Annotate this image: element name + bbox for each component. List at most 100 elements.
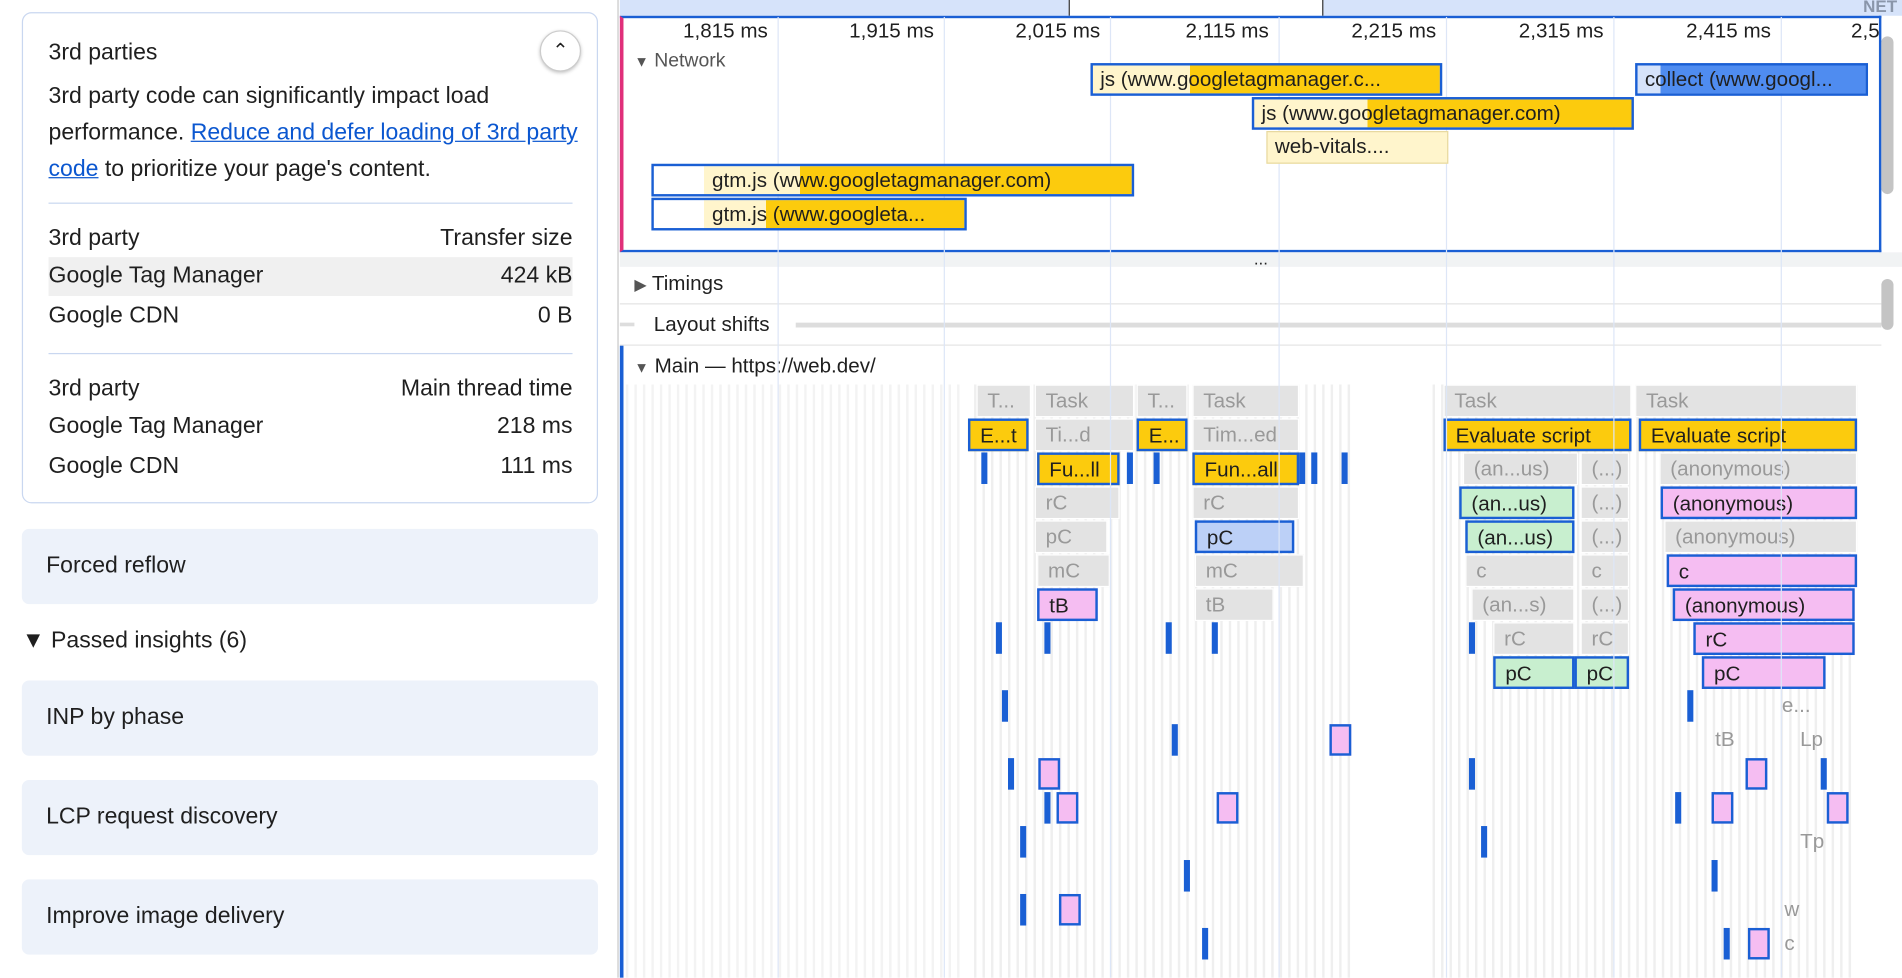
flame-entry[interactable]: mC [1194,554,1304,588]
flame-entry[interactable]: (...) [1580,486,1630,520]
flame-slice[interactable] [981,452,988,484]
flame-entry[interactable]: Fu...ll [1037,452,1120,486]
flame-entry[interactable]: c [1784,931,1795,955]
network-request[interactable]: js (www.googletagmanager.com) [1251,97,1634,130]
timeline-panel[interactable]: NET ▼ Network ... ▶ Timings Layout shift… [619,0,1902,978]
flame-slice[interactable] [1202,927,1209,960]
overview-strip[interactable]: NET [619,0,1902,16]
flame-entry[interactable] [1747,927,1770,960]
flame-entry[interactable]: Task [1635,384,1858,418]
flame-entry[interactable]: pC [1574,656,1630,689]
flame-entry[interactable]: rC [1192,486,1300,520]
flame-entry[interactable]: Task [1034,384,1135,418]
flame-slice[interactable] [1008,758,1015,790]
flame-entry[interactable] [1745,758,1768,790]
flame-slice[interactable] [1341,452,1348,484]
flame-entry[interactable] [1038,758,1061,790]
network-request[interactable]: js (www.googletagmanager.c... [1090,63,1443,96]
flame-entry[interactable]: c [1465,554,1575,588]
flame-entry[interactable]: Tim...ed [1192,418,1300,452]
reduce-defer-link[interactable]: Reduce and defer loading of 3rd party co… [48,120,578,182]
flame-slice[interactable] [1711,860,1718,892]
flame-entry[interactable]: E... [1136,418,1188,452]
insight-inp-by-phase[interactable]: INP by phase [21,680,599,756]
flame-entry[interactable]: tB [1037,588,1098,622]
flame-entry[interactable] [1711,792,1734,824]
flame-entry[interactable]: rC [1493,622,1575,656]
flame-slice[interactable] [1311,452,1318,484]
flame-entry[interactable] [1329,724,1352,756]
flame-entry[interactable]: Tp [1800,829,1825,853]
flame-entry[interactable]: T... [976,384,1032,418]
flame-entry[interactable]: Task [1443,384,1632,418]
flame-slice[interactable] [1820,758,1827,790]
passed-insights-toggle[interactable]: ▼ Passed insights (6) [21,628,248,654]
flame-slice[interactable] [1183,860,1190,892]
flame-slice[interactable] [1165,622,1172,654]
flame-slice[interactable] [1675,792,1682,824]
insight-improve-image-delivery[interactable]: Improve image delivery [21,879,599,955]
main-scrollbar[interactable] [1881,278,1894,330]
flame-slice[interactable] [1020,826,1027,858]
flame-entry[interactable]: w [1784,897,1800,921]
flame-entry[interactable]: c [1580,554,1630,588]
flame-slice[interactable] [1299,452,1306,484]
flame-slice[interactable] [1723,927,1730,960]
flame-entry[interactable]: (an...us) [1459,486,1575,520]
flame-entry[interactable]: rC [1580,622,1630,656]
flame-slice[interactable] [1044,792,1051,824]
flame-entry[interactable]: (...) [1580,452,1630,486]
flame-entry[interactable]: (an...us) [1462,452,1579,486]
flame-slice[interactable] [1481,826,1488,858]
flame-entry[interactable]: (anonymous) [1664,520,1858,554]
flame-slice[interactable] [1468,622,1476,654]
flame-entry[interactable]: Ti...d [1034,418,1135,452]
network-request[interactable]: gtm.js (www.googletagmanager.com) [651,163,1135,197]
flame-entry[interactable]: mC [1037,554,1110,588]
flame-slice[interactable] [1044,622,1051,654]
flame-entry[interactable]: (anonymous) [1660,486,1858,520]
flame-entry[interactable]: (an...us) [1465,520,1575,554]
flame-slice[interactable] [1687,690,1694,722]
network-track-header[interactable]: ▼ Network [634,50,726,72]
timings-track-header[interactable]: ▶ Timings [634,271,724,295]
flame-entry[interactable]: E...t [967,418,1029,452]
flame-entry[interactable]: (...) [1580,588,1630,622]
flame-slice[interactable] [1001,690,1009,722]
flame-slice[interactable] [1171,724,1178,756]
flame-entry[interactable]: tB [1194,588,1274,622]
insight-lcp-request-discovery[interactable]: LCP request discovery [21,779,599,856]
flame-entry[interactable]: (anonymous) [1659,452,1858,486]
table-row[interactable]: Google CDN 111 ms [48,453,573,480]
flame-slice[interactable] [1126,452,1133,484]
flame-entry[interactable]: rC [1693,622,1855,656]
flame-slice[interactable] [1153,452,1160,484]
flame-entry[interactable]: Evaluate script [1443,418,1632,452]
layout-shifts-track-header[interactable]: Layout shifts [653,312,775,338]
main-track-header[interactable]: ▼ Main — https://web.dev/ [634,354,876,378]
network-request[interactable]: web-vitals.... [1266,131,1449,164]
flame-slice[interactable] [1211,622,1218,654]
flame-entry[interactable] [1826,792,1849,824]
flame-entry[interactable]: pC [1034,520,1108,554]
network-scrollbar[interactable] [1881,36,1894,195]
insight-forced-reflow[interactable]: Forced reflow [21,528,599,605]
flame-entry[interactable] [1216,792,1239,824]
flame-slice[interactable] [1468,758,1476,790]
flame-entry[interactable]: tB [1715,727,1735,751]
flame-entry[interactable]: Task [1192,384,1300,418]
network-request[interactable]: gtm.js (www.googleta... [651,197,967,231]
flame-entry[interactable]: T... [1136,384,1188,418]
flame-slice[interactable] [1020,893,1027,926]
flame-entry[interactable]: e... [1781,693,1811,717]
flame-entry[interactable]: (an...s) [1471,588,1575,622]
flame-entry[interactable]: Lp [1800,727,1824,751]
table-row[interactable]: Google Tag Manager 218 ms [48,413,573,440]
flame-entry[interactable]: (...) [1580,520,1630,554]
flame-entry[interactable]: pC [1194,520,1295,554]
flame-entry[interactable]: Evaluate script [1638,418,1858,452]
network-request[interactable]: collect (www.googl... [1635,63,1869,96]
flame-entry[interactable]: pC [1493,656,1575,689]
flame-entry[interactable] [1058,893,1081,926]
network-track[interactable] [619,15,1882,253]
